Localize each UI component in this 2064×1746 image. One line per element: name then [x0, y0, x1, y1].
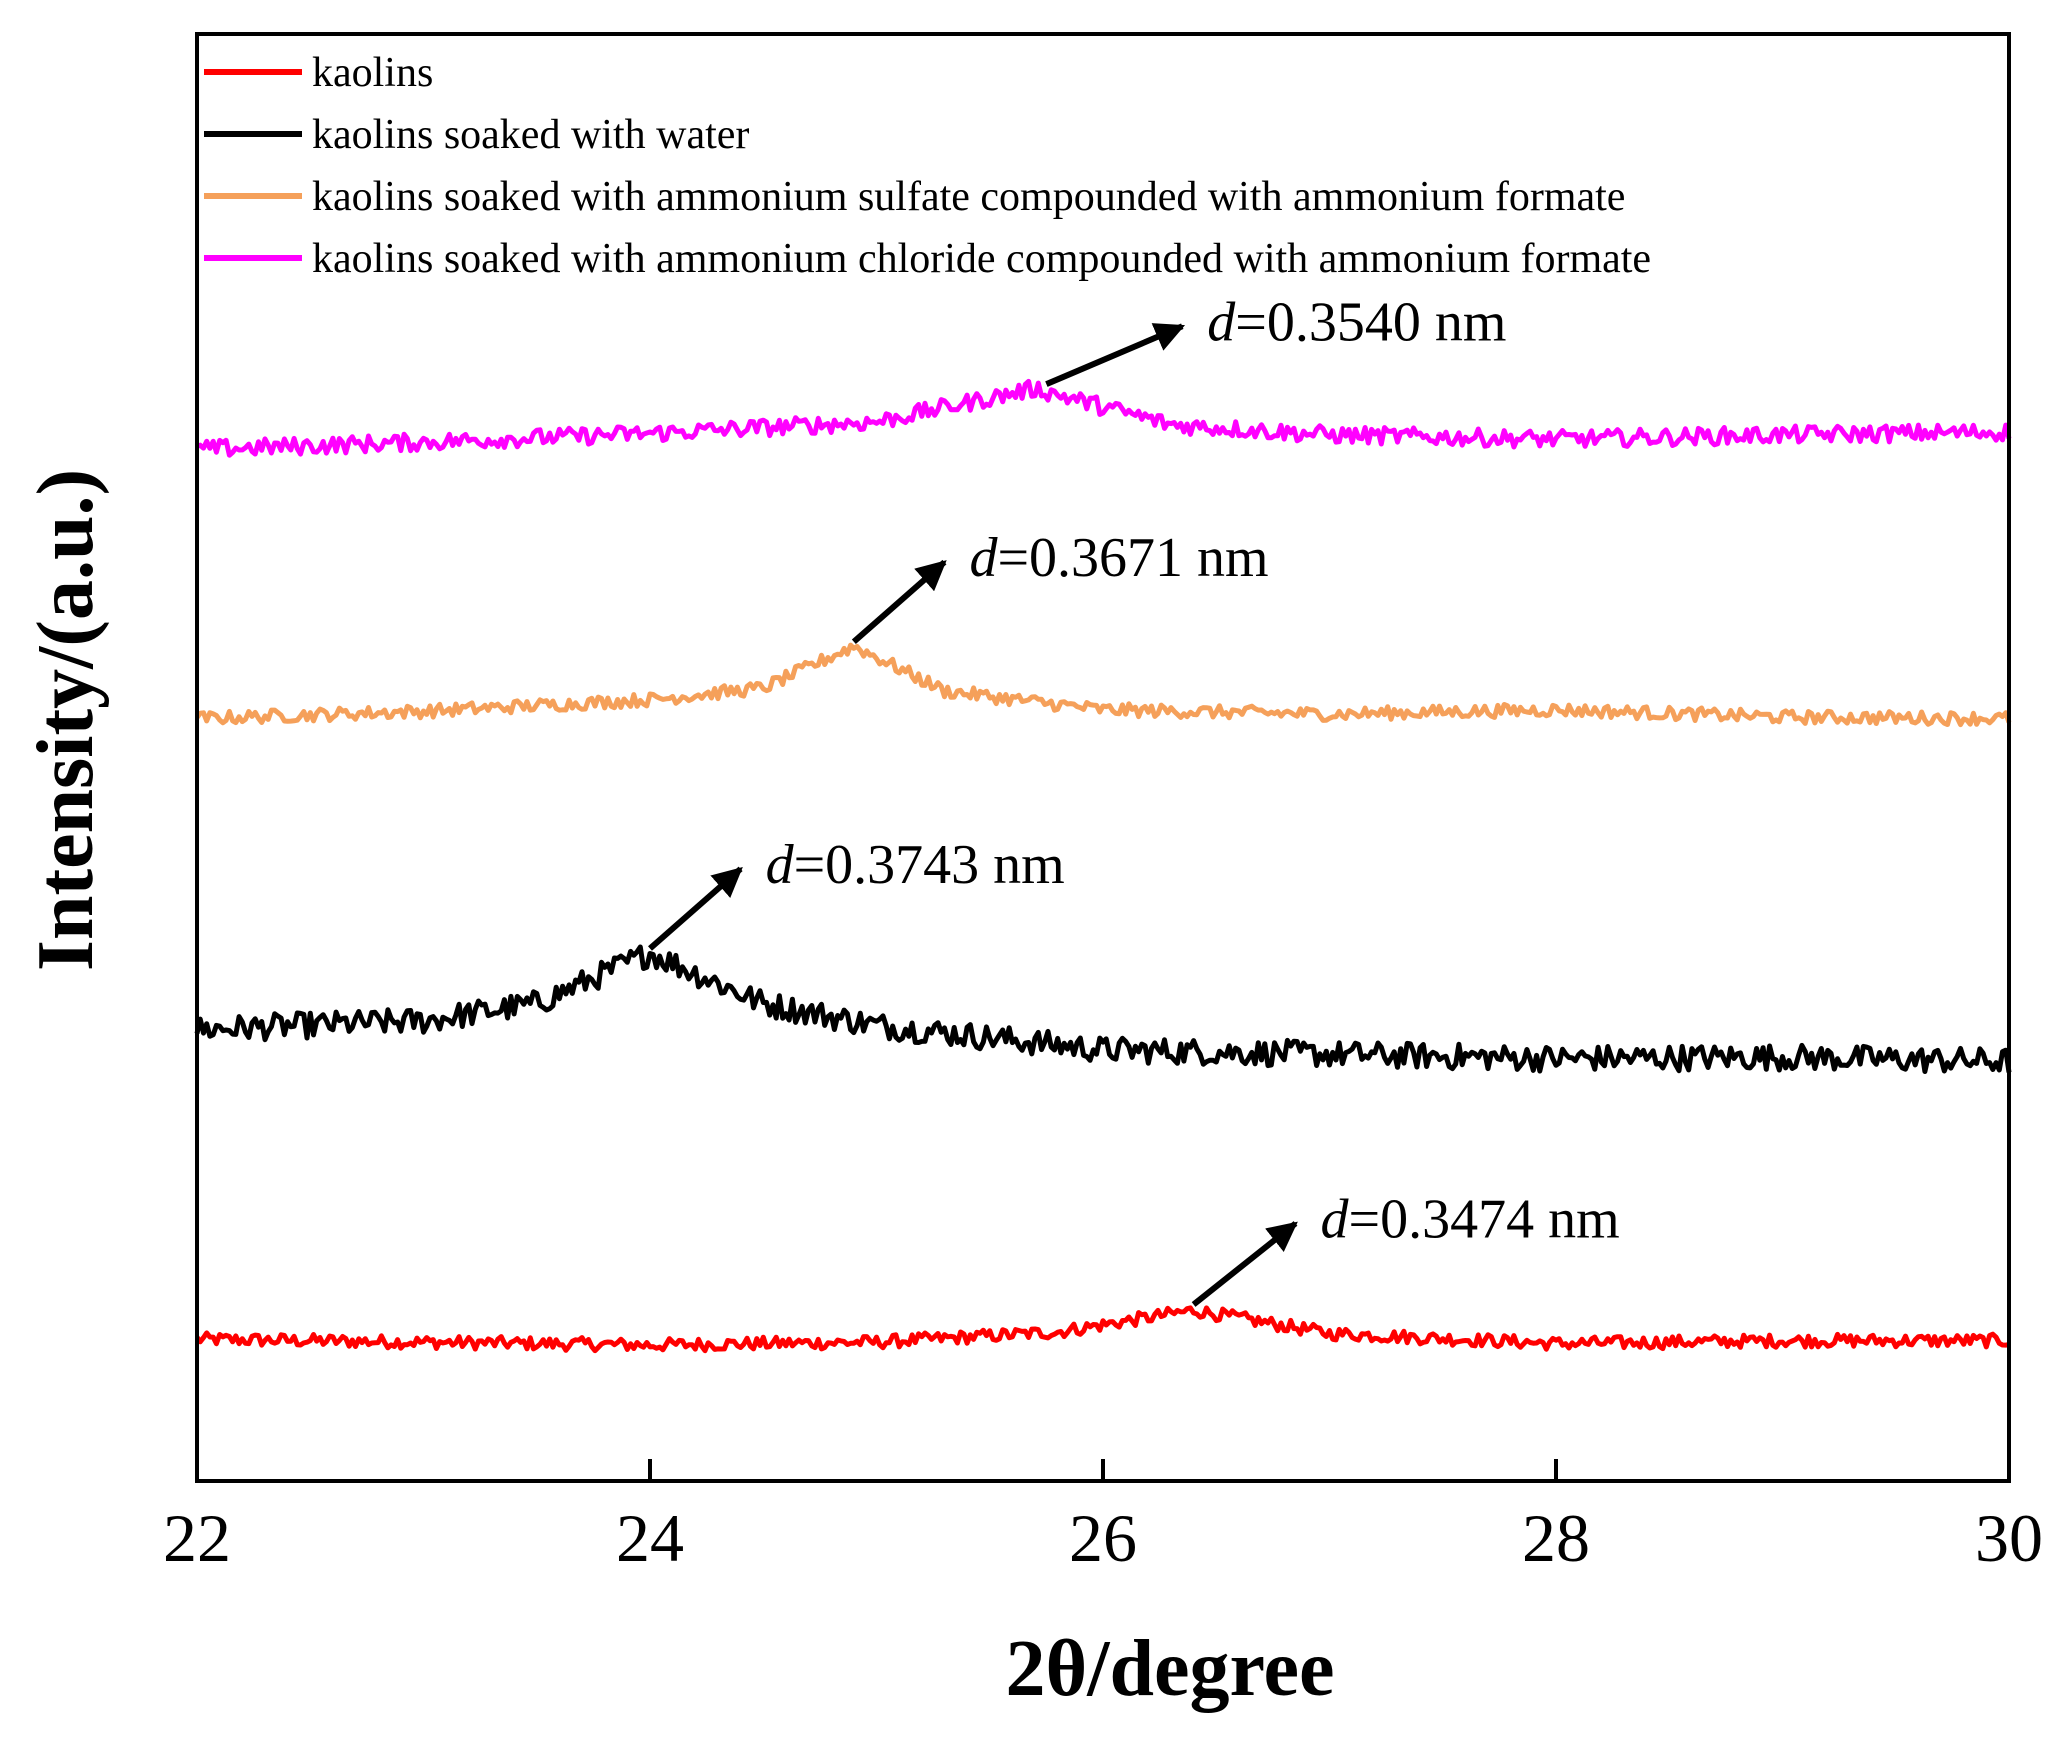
series-layer	[194, 378, 2012, 1354]
annotation-layer: d=0.3540 nm d=0.3671 nm d=0.3743 nm d=0.347…	[648, 291, 1620, 1307]
series-line-3	[194, 642, 2012, 728]
series-line-4	[196, 378, 2012, 458]
x-tick-label-26: 26	[1069, 1500, 1137, 1576]
legend-label-4: kaolins soaked with ammonium chloride co…	[312, 236, 1651, 282]
series-line-1	[194, 1305, 2010, 1354]
legend-label-3: kaolins soaked with ammonium sulfate com…	[312, 174, 1625, 220]
annotation-label-2: d=0.3671 nm	[969, 527, 1268, 589]
annotation-label-1: d=0.3540 nm	[1207, 291, 1506, 353]
annotation-label-4: d=0.3474 nm	[1321, 1188, 1620, 1250]
x-ticks: 22 24 26 28 30	[163, 1459, 2043, 1576]
y-axis-title: Intensity/(a.u.)	[22, 469, 110, 971]
x-tick-label-24: 24	[616, 1500, 684, 1576]
legend-label-2: kaolins soaked with water	[312, 112, 749, 158]
legend-label-1: kaolins	[312, 50, 433, 96]
x-tick-label-22: 22	[163, 1500, 231, 1576]
series-line-2	[194, 944, 2012, 1074]
legend: kaolins kaolins soaked with water kaolins …	[204, 50, 1651, 282]
x-axis-title: 2θ/degree	[1005, 1625, 1334, 1713]
annotation-arrow-1	[1045, 323, 1186, 387]
x-tick-label-28: 28	[1522, 1500, 1590, 1576]
annotation-label-3: d=0.3743 nm	[766, 834, 1065, 896]
annotation-arrow-2	[851, 559, 947, 644]
annotation-arrow-4	[1191, 1221, 1298, 1307]
x-tick-label-30: 30	[1975, 1500, 2043, 1576]
annotation-arrow-3	[648, 866, 743, 951]
